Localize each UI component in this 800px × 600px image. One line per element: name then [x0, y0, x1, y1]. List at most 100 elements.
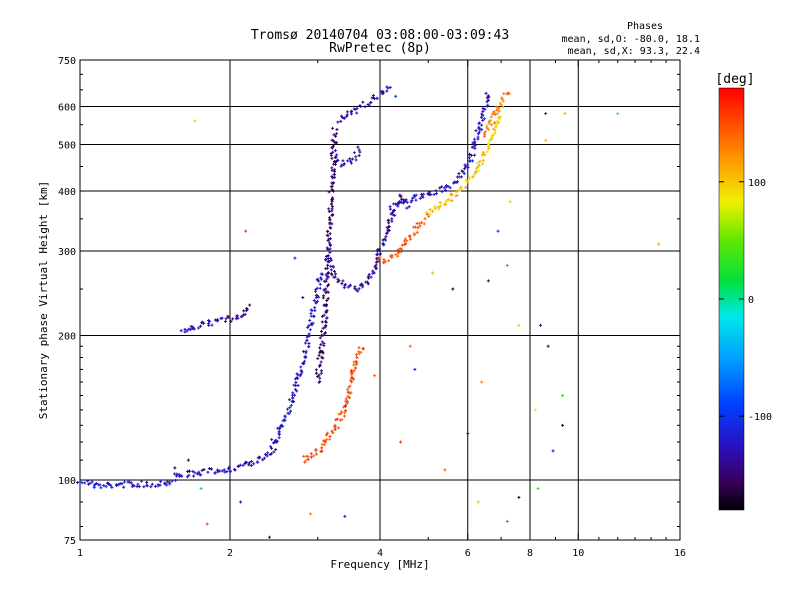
scatter-point — [508, 200, 512, 204]
echo-point — [408, 234, 412, 238]
echo-point — [412, 232, 416, 236]
echo-point — [356, 289, 360, 293]
echo-point — [78, 480, 82, 484]
echo-point — [378, 247, 382, 251]
echo-point — [327, 283, 331, 287]
echo-point — [331, 205, 335, 209]
echo-point — [320, 442, 324, 446]
echo-point — [306, 455, 310, 459]
echo-point — [266, 451, 270, 455]
scatter-point — [517, 323, 521, 327]
echo-point — [417, 221, 421, 225]
echo-point — [434, 189, 438, 193]
scatter-point — [443, 468, 447, 472]
echo-point — [371, 269, 375, 273]
echo-point — [418, 196, 422, 200]
scattered-echoes — [173, 94, 661, 539]
echo-point — [428, 212, 432, 216]
echo-point — [311, 321, 315, 325]
echo-point — [320, 333, 324, 337]
colorbar-tick-label: 0 — [748, 295, 754, 306]
echo-point — [345, 113, 349, 117]
echo-point — [208, 319, 212, 323]
echo-point — [145, 480, 149, 484]
echo-point — [385, 85, 389, 89]
echo-point — [382, 243, 386, 247]
echo-point — [241, 463, 245, 467]
echo-point — [250, 459, 254, 463]
echo-point — [355, 111, 359, 115]
echo-point — [332, 173, 336, 177]
echo-point — [339, 412, 343, 416]
echo-point — [487, 146, 491, 150]
echo-point — [387, 218, 391, 222]
echo-point — [492, 127, 496, 131]
echo-point — [330, 156, 334, 160]
echo-point — [427, 214, 431, 218]
echo-point — [279, 423, 283, 427]
echo-point — [339, 164, 343, 168]
echo-point — [400, 243, 404, 247]
echo-point — [464, 178, 468, 182]
echo-point — [408, 237, 412, 241]
echo-point — [374, 266, 378, 270]
echo-point — [289, 403, 293, 407]
echo-point — [277, 433, 281, 437]
echo-point — [343, 283, 347, 287]
echo-point — [327, 207, 331, 211]
echo-point — [474, 129, 478, 133]
echo-point — [476, 164, 480, 168]
echo-point — [291, 396, 295, 400]
echo-point — [403, 198, 407, 202]
echo-point — [459, 175, 463, 179]
echo-point — [185, 475, 189, 479]
echo-point — [324, 303, 328, 307]
echo-point — [321, 326, 325, 330]
echo-trace — [179, 303, 252, 334]
echo-point — [330, 213, 334, 217]
echo-point — [299, 369, 303, 373]
echo-point — [342, 405, 346, 409]
echo-point — [467, 176, 471, 180]
echo-point — [345, 388, 349, 392]
scatter-point — [505, 263, 509, 267]
echo-point — [303, 341, 307, 345]
echo-point — [382, 260, 386, 264]
phases-heading: Phases — [627, 21, 663, 32]
x-tick-label: 10 — [572, 548, 584, 559]
echo-point — [308, 328, 312, 332]
echo-point — [335, 127, 339, 131]
echo-point — [354, 366, 358, 370]
echo-point — [495, 108, 499, 112]
echo-point — [378, 255, 382, 259]
scatter-point — [293, 256, 297, 260]
scatter-point — [546, 344, 550, 348]
x-tick-label: 8 — [527, 548, 533, 559]
colorbar-tick-label: 100 — [748, 178, 766, 189]
echo-point — [495, 105, 499, 109]
echo-point — [256, 460, 260, 464]
echo-point — [326, 247, 330, 251]
echo-point — [339, 119, 343, 123]
echo-point — [88, 481, 92, 485]
echo-point — [220, 469, 224, 473]
echo-point — [355, 106, 359, 110]
echo-point — [243, 313, 247, 317]
echo-point — [312, 454, 316, 458]
chart-subtitle: RwPretec (8p) — [329, 41, 431, 56]
echo-point — [476, 135, 480, 139]
echo-point — [296, 376, 300, 380]
echo-point — [501, 99, 505, 103]
echo-point — [498, 115, 502, 119]
echo-point — [327, 190, 331, 194]
echo-point — [248, 461, 252, 465]
echo-point — [336, 277, 340, 281]
echo-point — [438, 201, 442, 205]
echo-point — [298, 374, 302, 378]
echo-point — [473, 153, 477, 157]
echo-point — [489, 118, 493, 122]
echo-point — [318, 376, 322, 380]
y-tick-label: 200 — [58, 332, 76, 343]
echo-point — [345, 114, 349, 118]
